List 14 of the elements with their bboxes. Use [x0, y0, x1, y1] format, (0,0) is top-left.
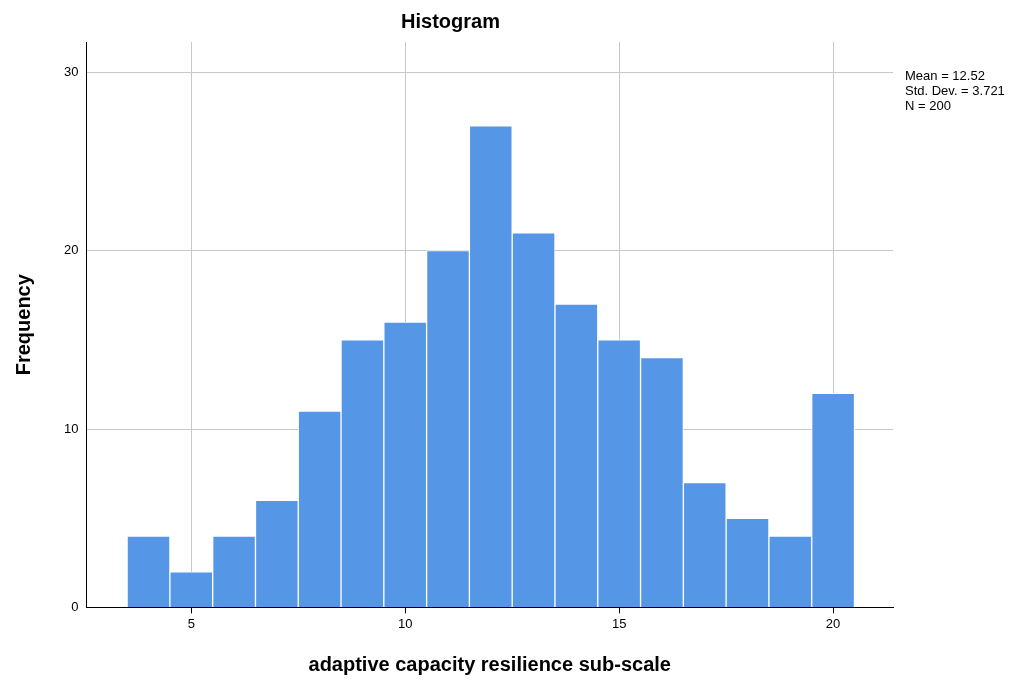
text: N = 200: [905, 98, 951, 114]
y-tick-label: 10: [63, 420, 79, 436]
y-tick-label: 20: [63, 242, 79, 258]
chart-title: Histogram: [401, 9, 500, 32]
x-tick-label: 20: [825, 615, 841, 631]
y-axis-title: Frequency: [11, 273, 34, 376]
x-tick-label: 5: [187, 615, 195, 631]
x-tick-label: 15: [611, 615, 627, 631]
text: Std. Dev. = 3.721: [905, 83, 1005, 99]
x-axis-title: adaptive capacity resilience sub-scale: [308, 652, 671, 675]
text: Mean = 12.52: [905, 68, 985, 84]
x-tick-label: 10: [397, 615, 413, 631]
y-tick-label: 0: [71, 598, 79, 614]
y-tick-label: 30: [63, 63, 79, 79]
